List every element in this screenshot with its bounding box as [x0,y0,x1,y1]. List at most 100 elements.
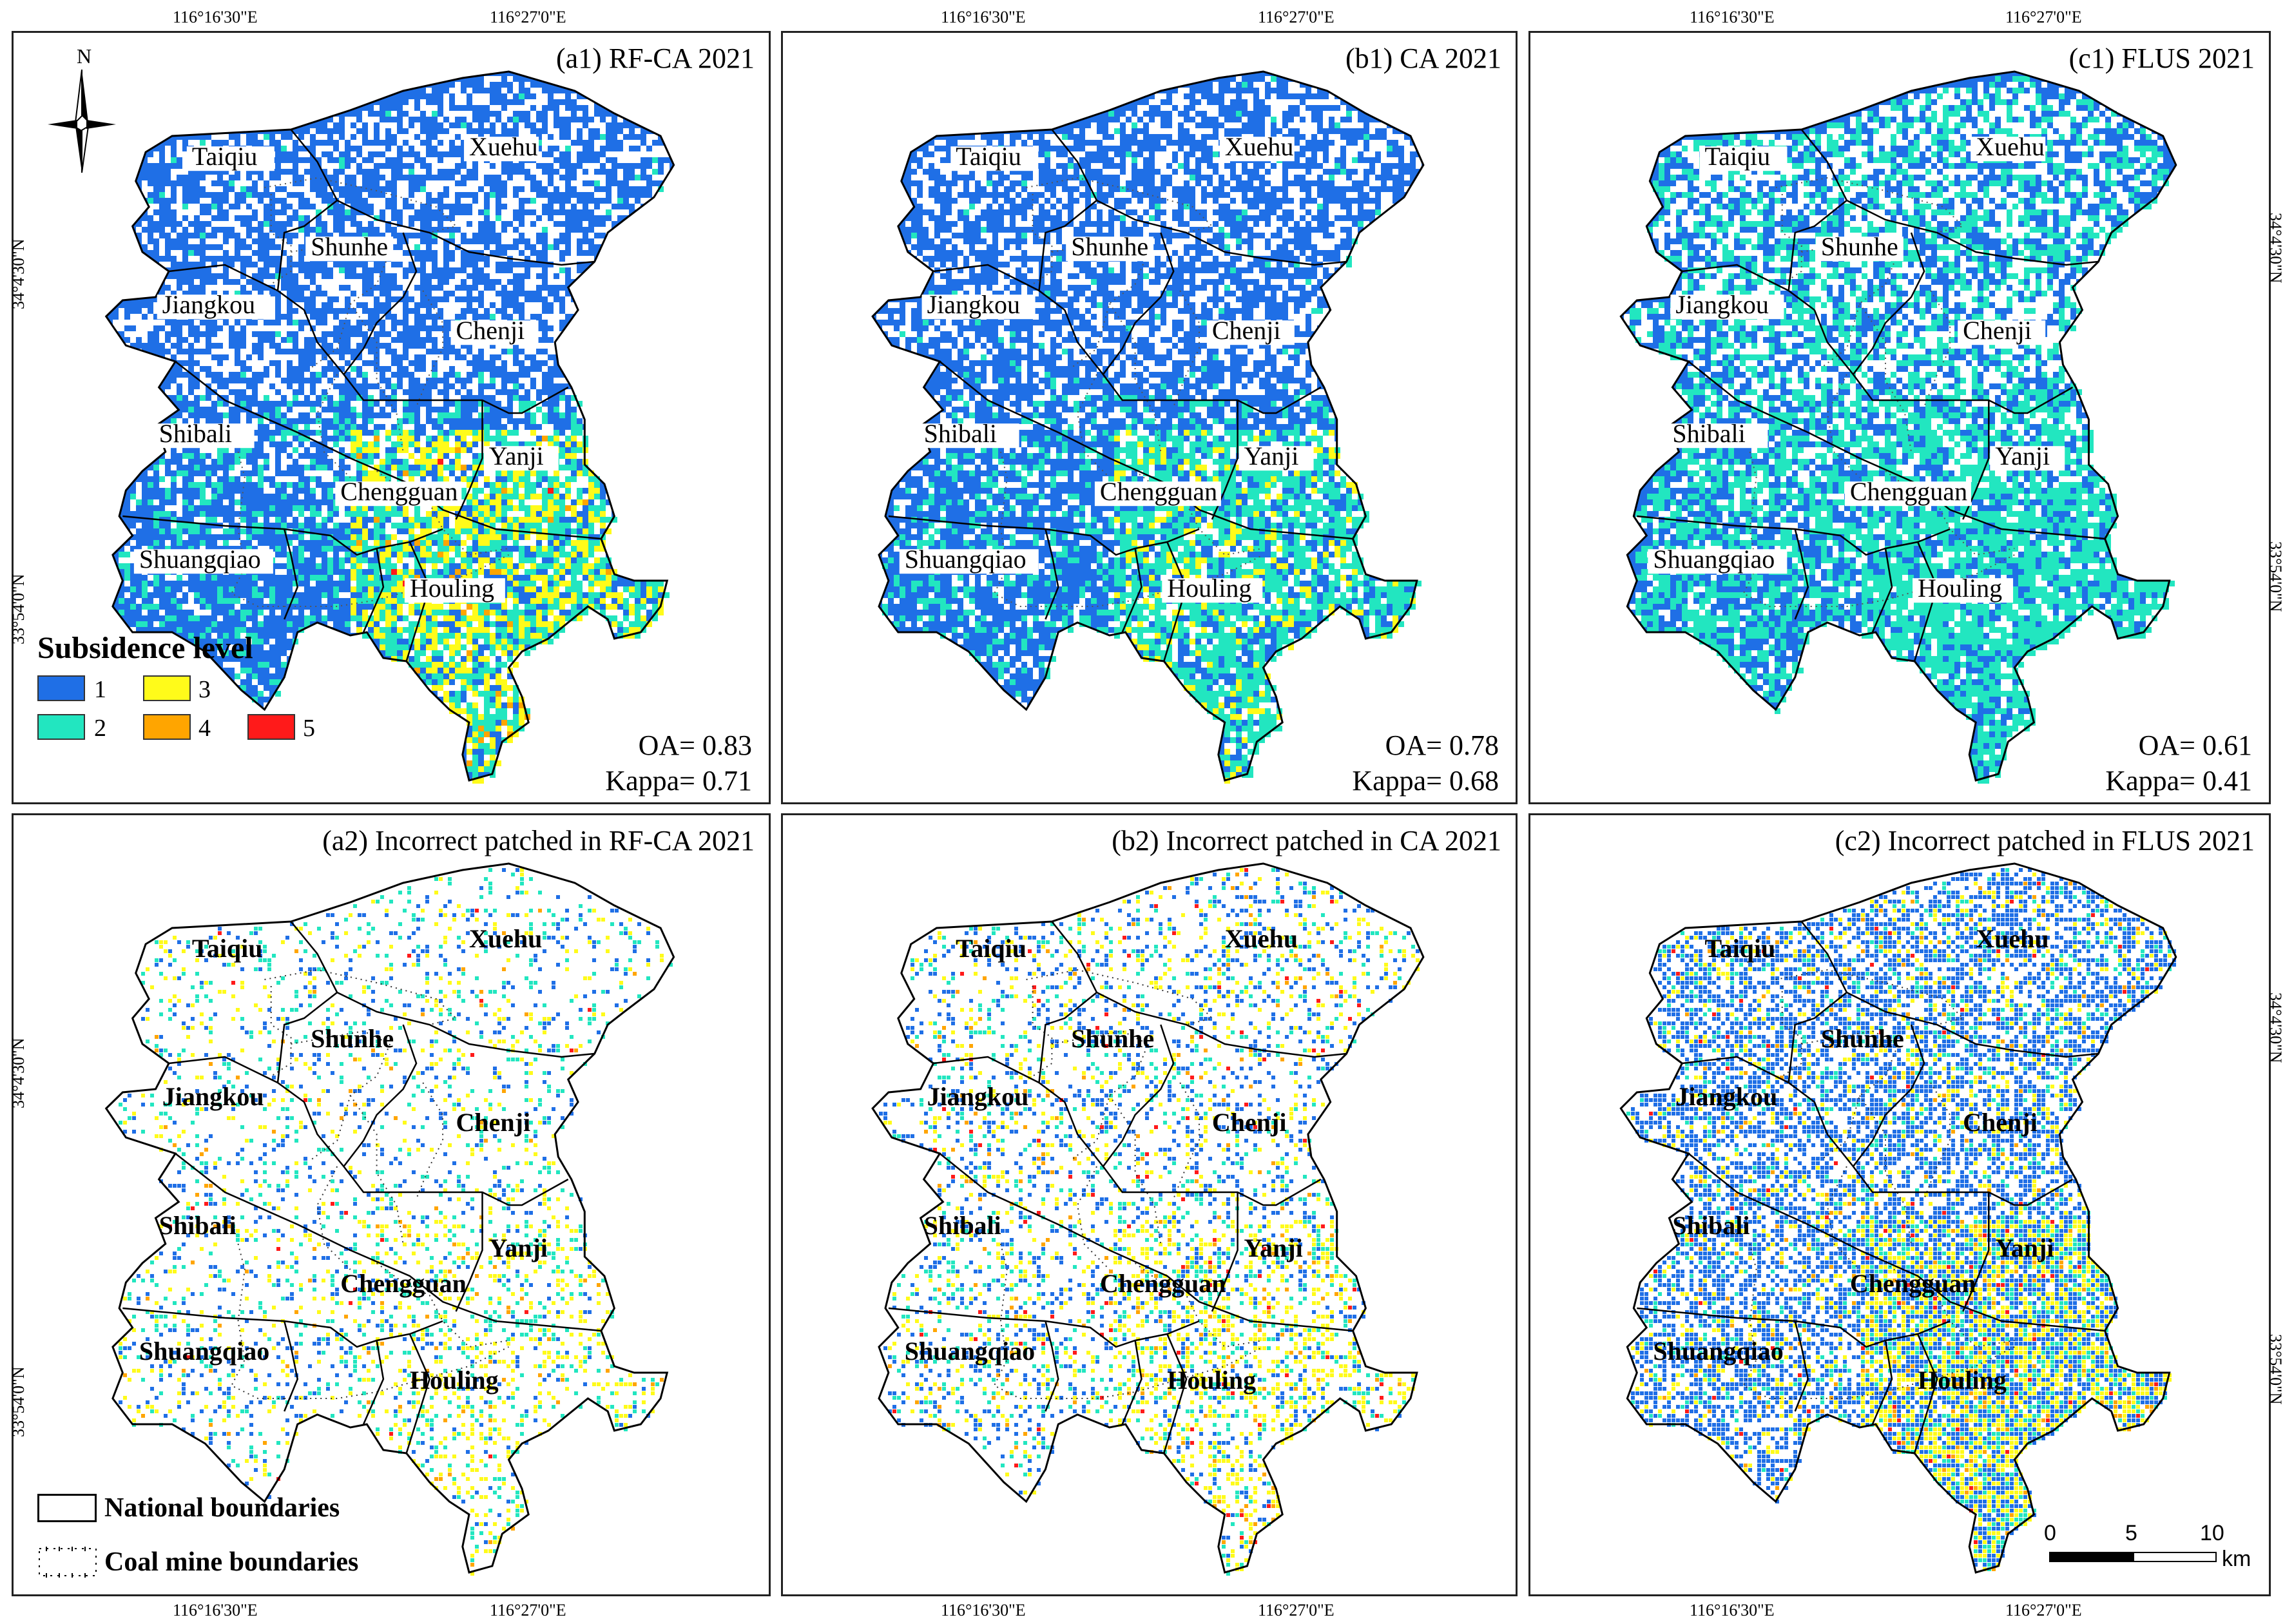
town-boundary [1846,991,2099,1058]
legend-swatch-3 [143,675,191,701]
coord-lat-left-top: 34°4'30"N [9,239,28,309]
town-label-shibali: Shibali [1672,419,1745,448]
town-boundary [933,264,1040,292]
panel-b2: Taiqiu Xuehu Shunhe Jiangkou Chenji Shibali Ya… [781,813,1518,1596]
town-label-taiqiu: Taiqiu [192,142,258,171]
town-label-shuangqiao: Shuangqiao [905,1337,1035,1366]
town-label-jiangkou: Jiangkou [927,1082,1029,1111]
town-boundary [168,264,278,292]
town-boundary [933,1056,1040,1084]
town-label-box [483,446,559,471]
coord-top-a-left: 116°16'30"E [173,8,258,27]
town-label-box [450,320,539,345]
coal-mine-boundary [1045,554,1264,607]
coal-mine-boundary [1859,1095,1912,1244]
town-boundary [1045,1320,1059,1412]
town-boundary [1688,1153,2105,1332]
coal-mine-boundary [1801,1030,1900,1161]
legend-title: Subsidence level [37,630,253,666]
scale-tick-0: 0 [2044,1521,2056,1546]
town-boundary [362,1340,385,1425]
coal-mine-boundary [284,1346,509,1399]
map-a2: Taiqiu Xuehu Shunhe Jiangkou Chenji Shibali Ya… [104,862,675,1576]
coord-bottom-a-right: 116°27'0"E [490,1601,566,1620]
panel-title: (a2) Incorrect patched in RF-CA 2021 [322,824,755,857]
coal-mine-boundary [1742,451,1795,607]
town-boundary [405,1333,430,1454]
town-label-jiangkou: Jiangkou [162,290,255,319]
town-label-shunhe: Shunhe [1821,232,1898,261]
town-boundary [1852,1024,1925,1167]
town-boundary [336,991,595,1058]
town-label-xuehu: Xuehu [1976,924,2048,953]
coord-lat-left-bottom: 34°4'30"N [9,1038,28,1108]
town-label-shibali: Shibali [1672,1211,1749,1240]
kappa-value: Kappa= 0.41 [2105,764,2252,797]
coord-lat-left-top2: 33°54'0"N [9,574,28,644]
town-label-yanji: Yanji [1995,441,2050,470]
coal-mine-boundary [316,1166,351,1270]
coal-mine-boundary [1077,1166,1110,1270]
town-label-box [1648,549,1788,574]
panel-title: (c1) FLUS 2021 [2069,42,2255,75]
coal-mine-boundary [270,986,292,1077]
town-label-houling: Houling [1167,574,1251,603]
town-boundary [1064,309,1322,414]
town-boundary [1871,548,1893,633]
town-boundary [168,1056,278,1084]
map-c2: Taiqiu Xuehu Shunhe Jiangkou Chenji Shibali Ya… [1619,862,2177,1574]
legend-national-label: National boundaries [104,1493,340,1523]
town-label-shibali: Shibali [159,419,232,448]
town-label-yanji: Yanji [1244,1233,1303,1262]
town-label-box [305,237,394,262]
town-label-shuangqiao: Shuangqiao [905,545,1027,574]
town-label-box [1066,237,1154,262]
town-boundary [362,548,385,633]
town-boundary [1682,264,1789,292]
coal-mine-boundary [349,1095,404,1244]
town-label-taiqiu: Taiqiu [192,934,263,963]
town-boundary [888,515,1200,556]
coal-mine-boundary [1826,374,1860,478]
panel-c1: Taiqiu Xuehu Shunhe Jiangkou Chenji Shibali Ya… [1528,31,2271,804]
map-b2: Taiqiu Xuehu Shunhe Jiangkou Chenji Shibali Ya… [871,862,1425,1576]
town-label-box [186,146,275,171]
raster-cells [119,868,673,1576]
town-label-jiangkou: Jiangkou [1675,290,1768,319]
legend-label-1: 1 [94,675,106,704]
town-label-box [1670,295,1784,320]
town-label-chengguan: Chengguan [340,477,458,506]
town-label-box [1206,320,1295,345]
coal-mine-boundary [264,177,458,233]
coal-mine-boundary [1032,194,1053,285]
coord-top-b-left: 116°16'30"E [941,8,1026,27]
town-boundary [1682,1056,1789,1084]
town-boundary [1813,1101,2074,1206]
town-boundary [336,199,595,266]
town-label-shuangqiao: Shuangqiao [1653,545,1775,574]
town-label-jiangkou: Jiangkou [927,290,1020,319]
kappa-value: Kappa= 0.71 [605,764,752,797]
legend-national-swatch [37,1494,97,1522]
town-label-shuangqiao: Shuangqiao [139,1337,269,1366]
panel-a2: Taiqiu Xuehu Shunhe Jiangkou Chenji Shibali Ya… [12,813,771,1596]
coal-mine-boundary [416,1082,444,1199]
raster-cells [879,868,1420,1576]
town-boundary [1096,991,1347,1058]
scale-tick-10: 10 [2200,1521,2224,1546]
coal-mine-boundary [1134,1262,1264,1348]
town-label-shuangqiao: Shuangqiao [139,545,261,574]
town-label-shibali: Shibali [924,419,997,448]
north-arrow-icon: N [48,44,116,173]
kappa-value: Kappa= 0.68 [1352,764,1499,797]
town-label-box [153,423,255,449]
panel-b1: Taiqiu Xuehu Shunhe Jiangkou Chenji Shibali Ya… [781,31,1518,804]
town-label-box [1815,237,1904,262]
coal-mine-boundary [1173,1082,1200,1199]
coal-mine-boundary [230,451,285,607]
coord-lat-left-bottom2: 33°54'0"N [9,1367,28,1437]
coord-lat-right-bottom: 34°4'30"N [2266,992,2285,1063]
town-label-box [404,578,505,603]
coal-mine-boundary [376,1262,509,1348]
coal-mine-boundary [291,1030,391,1161]
